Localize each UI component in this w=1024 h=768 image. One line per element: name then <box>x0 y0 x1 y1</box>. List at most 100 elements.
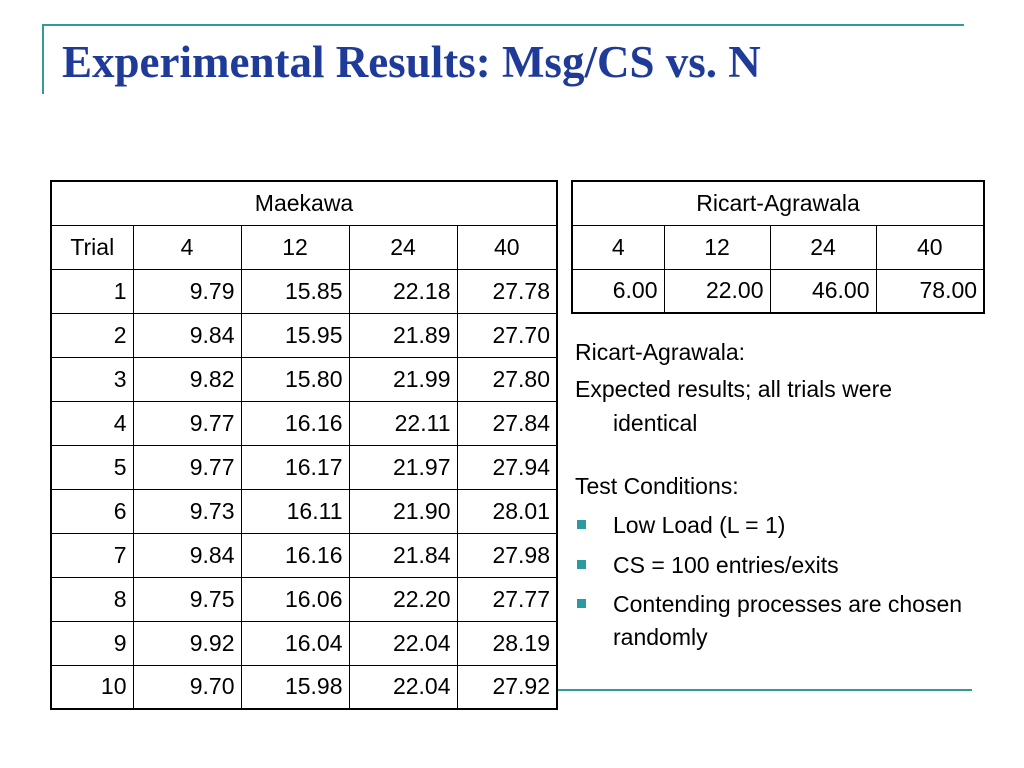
maekawa-caption-row: Maekawa <box>50 180 558 226</box>
table-cell: 9.84 <box>132 312 242 358</box>
column-header: 12 <box>240 224 350 270</box>
square-bullet-icon <box>577 559 586 569</box>
table-cell: 28.19 <box>456 620 558 666</box>
table-row: 8 9.75 16.06 22.20 27.77 <box>50 576 558 622</box>
notes-spacer <box>575 440 975 470</box>
table-cell: 22.00 <box>663 268 771 314</box>
table-cell: 9.77 <box>132 444 242 490</box>
table-cell: 22.04 <box>348 664 458 710</box>
table-cell: 16.04 <box>240 620 350 666</box>
table-cell: 22.20 <box>348 576 458 622</box>
ricart-header-row: 4 12 24 40 <box>571 224 985 270</box>
column-header: 40 <box>875 224 985 270</box>
table-cell: 15.80 <box>240 356 350 402</box>
ricart-caption: Ricart-Agrawala <box>571 180 985 226</box>
column-header: Trial <box>50 224 134 270</box>
table-row: 3 9.82 15.80 21.99 27.80 <box>50 356 558 402</box>
table-cell: 21.90 <box>348 488 458 534</box>
table-cell: 22.18 <box>348 268 458 314</box>
table-cell: 21.97 <box>348 444 458 490</box>
table-cell: 15.98 <box>240 664 350 710</box>
table-cell: 15.95 <box>240 312 350 358</box>
table-cell: 16.06 <box>240 576 350 622</box>
maekawa-caption: Maekawa <box>50 180 558 226</box>
slide-title: Experimental Results: Msg/CS vs. N <box>62 37 761 87</box>
table-cell: 9.77 <box>132 400 242 446</box>
table-cell: 9.73 <box>132 488 242 534</box>
table-cell: 15.85 <box>240 268 350 314</box>
table-cell: 21.99 <box>348 356 458 402</box>
column-header: 4 <box>132 224 242 270</box>
ricart-caption-row: Ricart-Agrawala <box>571 180 985 226</box>
table-cell: 5 <box>50 444 134 490</box>
table-row: 6.00 22.00 46.00 78.00 <box>571 268 985 314</box>
table-cell: 27.70 <box>456 312 558 358</box>
table-cell: 7 <box>50 532 134 578</box>
table-cell: 27.92 <box>456 664 558 710</box>
test-conditions-heading: Test Conditions: <box>575 473 739 500</box>
table-cell: 6 <box>50 488 134 534</box>
table-cell: 16.11 <box>240 488 350 534</box>
table-cell: 9.79 <box>132 268 242 314</box>
list-item: Low Load (L = 1) <box>575 509 975 542</box>
table-cell: 2 <box>50 312 134 358</box>
table-cell: 27.78 <box>456 268 558 314</box>
table-cell: 10 <box>50 664 134 710</box>
table-cell: 27.84 <box>456 400 558 446</box>
expected-results-text: Expected results; all trials were identi… <box>575 376 893 436</box>
table-row: 1 9.79 15.85 22.18 27.78 <box>50 268 558 314</box>
table-cell: 46.00 <box>769 268 877 314</box>
table-row: 5 9.77 16.17 21.97 27.94 <box>50 444 558 490</box>
table-row: 7 9.84 16.16 21.84 27.98 <box>50 532 558 578</box>
notes-heading: Ricart-Agrawala: <box>575 339 745 365</box>
test-conditions-list: Low Load (L = 1) CS = 100 entries/exits … <box>575 509 975 654</box>
table-cell: 27.77 <box>456 576 558 622</box>
square-bullet-icon <box>577 599 586 609</box>
table-cell: 6.00 <box>571 268 665 314</box>
list-item-text: CS = 100 entries/exits <box>613 551 839 578</box>
table-row: 10 9.70 15.98 22.04 27.92 <box>50 664 558 710</box>
table-cell: 9.84 <box>132 532 242 578</box>
column-header: 12 <box>663 224 771 270</box>
table-cell: 9 <box>50 620 134 666</box>
list-item-text: Contending processes are chosen randomly <box>613 591 963 651</box>
ricart-agrawala-table: Ricart-Agrawala 4 12 24 40 6.00 22.00 46… <box>571 180 986 314</box>
maekawa-header-row: Trial 4 12 24 40 <box>50 224 558 270</box>
table-cell: 3 <box>50 356 134 402</box>
table-row: 4 9.77 16.16 22.11 27.84 <box>50 400 558 446</box>
square-bullet-icon <box>577 520 586 530</box>
table-cell: 78.00 <box>875 268 985 314</box>
accent-bottom-line <box>558 689 972 691</box>
table-cell: 4 <box>50 400 134 446</box>
table-row: 2 9.84 15.95 21.89 27.70 <box>50 312 558 358</box>
table-cell: 9.82 <box>132 356 242 402</box>
column-header: 40 <box>456 224 558 270</box>
table-cell: 22.04 <box>348 620 458 666</box>
accent-top-line <box>42 24 964 26</box>
table-cell: 16.17 <box>240 444 350 490</box>
list-item: Contending processes are chosen randomly <box>575 588 975 655</box>
table-cell: 9.92 <box>132 620 242 666</box>
list-item: CS = 100 entries/exits <box>575 549 975 582</box>
table-cell: 27.94 <box>456 444 558 490</box>
table-row: 6 9.73 16.11 21.90 28.01 <box>50 488 558 534</box>
column-header: 24 <box>348 224 458 270</box>
table-cell: 27.98 <box>456 532 558 578</box>
table-cell: 16.16 <box>240 532 350 578</box>
table-cell: 28.01 <box>456 488 558 534</box>
table-cell: 9.75 <box>132 576 242 622</box>
table-cell: 27.80 <box>456 356 558 402</box>
table-cell: 22.11 <box>348 400 458 446</box>
accent-vertical-line <box>42 24 44 94</box>
table-cell: 8 <box>50 576 134 622</box>
table-cell: 9.70 <box>132 664 242 710</box>
column-header: 4 <box>571 224 665 270</box>
list-item-text: Low Load (L = 1) <box>613 512 786 539</box>
table-row: 9 9.92 16.04 22.04 28.19 <box>50 620 558 666</box>
notes-panel: Ricart-Agrawala: Expected results; all t… <box>575 336 975 655</box>
column-header: 24 <box>769 224 877 270</box>
table-cell: 16.16 <box>240 400 350 446</box>
maekawa-table: Maekawa Trial 4 12 24 40 1 9.79 15.85 22… <box>50 180 559 710</box>
table-cell: 1 <box>50 268 134 314</box>
table-cell: 21.89 <box>348 312 458 358</box>
